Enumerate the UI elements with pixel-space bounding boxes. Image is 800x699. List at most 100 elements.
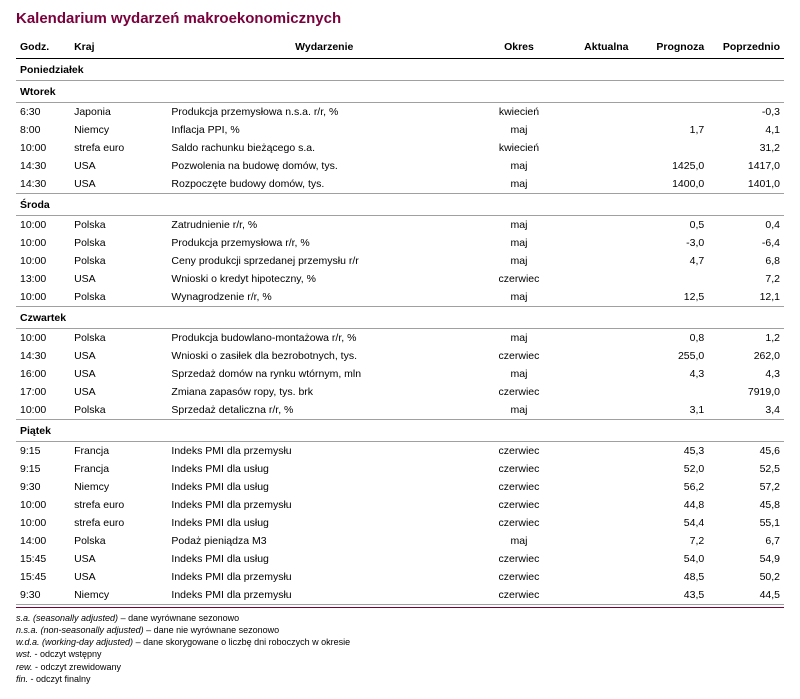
cell-prognoza: 44,8 xyxy=(633,496,709,514)
cell-okres: czerwiec xyxy=(481,514,557,532)
cell-okres: czerwiec xyxy=(481,496,557,514)
cell-wydarzenie: Wnioski o zasiłek dla bezrobotnych, tys. xyxy=(167,347,481,365)
table-row: 10:00strefa euroIndeks PMI dla usługczer… xyxy=(16,514,784,532)
cell-kraj: USA xyxy=(70,550,167,568)
cell-wydarzenie: Inflacja PPI, % xyxy=(167,121,481,139)
cell-wydarzenie: Pozwolenia na budowę domów, tys. xyxy=(167,157,481,175)
cell-prognoza xyxy=(633,383,709,401)
cell-godz: 14:00 xyxy=(16,532,70,550)
cell-kraj: Francja xyxy=(70,442,167,461)
cell-kraj: USA xyxy=(70,568,167,586)
cell-kraj: Polska xyxy=(70,532,167,550)
cell-okres: maj xyxy=(481,157,557,175)
cell-godz: 9:15 xyxy=(16,460,70,478)
cell-okres: czerwiec xyxy=(481,478,557,496)
cell-okres: maj xyxy=(481,288,557,307)
cell-okres: czerwiec xyxy=(481,550,557,568)
cell-godz: 10:00 xyxy=(16,401,70,420)
cell-kraj: Polska xyxy=(70,329,167,348)
cell-okres: maj xyxy=(481,216,557,235)
cell-aktualna xyxy=(557,175,633,194)
table-row: 14:30USAWnioski o zasiłek dla bezrobotny… xyxy=(16,347,784,365)
cell-poprzednio: 31,2 xyxy=(708,139,784,157)
cell-poprzednio: 52,5 xyxy=(708,460,784,478)
cell-prognoza: 54,0 xyxy=(633,550,709,568)
footnote-text: - odczyt zrewidowany xyxy=(33,662,122,672)
cell-poprzednio: 1,2 xyxy=(708,329,784,348)
cell-kraj: Niemcy xyxy=(70,478,167,496)
col-kraj: Kraj xyxy=(70,37,167,59)
cell-wydarzenie: Indeks PMI dla przemysłu xyxy=(167,568,481,586)
cell-wydarzenie: Indeks PMI dla przemysłu xyxy=(167,496,481,514)
cell-prognoza: 1400,0 xyxy=(633,175,709,194)
cell-wydarzenie: Produkcja budowlano-montażowa r/r, % xyxy=(167,329,481,348)
cell-wydarzenie: Produkcja przemysłowa n.s.a. r/r, % xyxy=(167,103,481,122)
cell-prognoza: 7,2 xyxy=(633,532,709,550)
cell-wydarzenie: Podaż pieniądza M3 xyxy=(167,532,481,550)
cell-aktualna xyxy=(557,550,633,568)
cell-okres: maj xyxy=(481,329,557,348)
cell-prognoza: 54,4 xyxy=(633,514,709,532)
cell-godz: 9:30 xyxy=(16,478,70,496)
cell-aktualna xyxy=(557,121,633,139)
cell-wydarzenie: Sprzedaż domów na rynku wtórnym, mln xyxy=(167,365,481,383)
cell-poprzednio: 0,4 xyxy=(708,216,784,235)
cell-aktualna xyxy=(557,157,633,175)
page-title: Kalendarium wydarzeń makroekonomicznych xyxy=(16,10,784,27)
footnote-line: rew. - odczyt zrewidowany xyxy=(16,661,784,673)
header-row: Godz. Kraj Wydarzenie Okres Aktualna Pro… xyxy=(16,37,784,59)
cell-okres: kwiecień xyxy=(481,139,557,157)
cell-wydarzenie: Ceny produkcji sprzedanej przemysłu r/r xyxy=(167,252,481,270)
cell-kraj: Polska xyxy=(70,288,167,307)
cell-okres: maj xyxy=(481,401,557,420)
cell-poprzednio: 54,9 xyxy=(708,550,784,568)
cell-okres: kwiecień xyxy=(481,103,557,122)
cell-wydarzenie: Indeks PMI dla usług xyxy=(167,550,481,568)
cell-godz: 9:15 xyxy=(16,442,70,461)
cell-okres: czerwiec xyxy=(481,442,557,461)
cell-prognoza: 43,5 xyxy=(633,586,709,605)
cell-kraj: USA xyxy=(70,157,167,175)
footnote-text: - odczyt wstępny xyxy=(32,649,102,659)
cell-prognoza xyxy=(633,270,709,288)
cell-okres: maj xyxy=(481,234,557,252)
day-header: Środa xyxy=(16,194,784,216)
cell-kraj: Francja xyxy=(70,460,167,478)
cell-prognoza: 3,1 xyxy=(633,401,709,420)
cell-aktualna xyxy=(557,103,633,122)
cell-poprzednio: 55,1 xyxy=(708,514,784,532)
cell-prognoza: 4,7 xyxy=(633,252,709,270)
cell-aktualna xyxy=(557,568,633,586)
cell-prognoza: 1425,0 xyxy=(633,157,709,175)
cell-poprzednio: 7919,0 xyxy=(708,383,784,401)
cell-godz: 14:30 xyxy=(16,175,70,194)
cell-kraj: Japonia xyxy=(70,103,167,122)
cell-okres: maj xyxy=(481,252,557,270)
table-row: 10:00strefa euroSaldo rachunku bieżącego… xyxy=(16,139,784,157)
table-row: 10:00PolskaProdukcja przemysłowa r/r, %m… xyxy=(16,234,784,252)
table-row: 15:45USAIndeks PMI dla przemysłuczerwiec… xyxy=(16,568,784,586)
cell-wydarzenie: Saldo rachunku bieżącego s.a. xyxy=(167,139,481,157)
cell-aktualna xyxy=(557,532,633,550)
table-row: 17:00USAZmiana zapasów ropy, tys. brkcze… xyxy=(16,383,784,401)
cell-aktualna xyxy=(557,139,633,157)
cell-godz: 10:00 xyxy=(16,288,70,307)
cell-godz: 13:00 xyxy=(16,270,70,288)
footnote-line: wst. - odczyt wstępny xyxy=(16,648,784,660)
cell-poprzednio: 45,6 xyxy=(708,442,784,461)
cell-godz: 6:30 xyxy=(16,103,70,122)
cell-godz: 10:00 xyxy=(16,329,70,348)
table-row: 14:30USAPozwolenia na budowę domów, tys.… xyxy=(16,157,784,175)
cell-prognoza: 255,0 xyxy=(633,347,709,365)
table-row: 10:00strefa euroIndeks PMI dla przemysłu… xyxy=(16,496,784,514)
cell-kraj: USA xyxy=(70,175,167,194)
cell-godz: 16:00 xyxy=(16,365,70,383)
day-header: Wtorek xyxy=(16,81,784,103)
table-row: 10:00PolskaZatrudnienie r/r, %maj0,50,4 xyxy=(16,216,784,235)
cell-aktualna xyxy=(557,514,633,532)
cell-wydarzenie: Zatrudnienie r/r, % xyxy=(167,216,481,235)
cell-godz: 15:45 xyxy=(16,550,70,568)
cell-godz: 15:45 xyxy=(16,568,70,586)
col-prognoza: Prognoza xyxy=(633,37,709,59)
cell-aktualna xyxy=(557,270,633,288)
